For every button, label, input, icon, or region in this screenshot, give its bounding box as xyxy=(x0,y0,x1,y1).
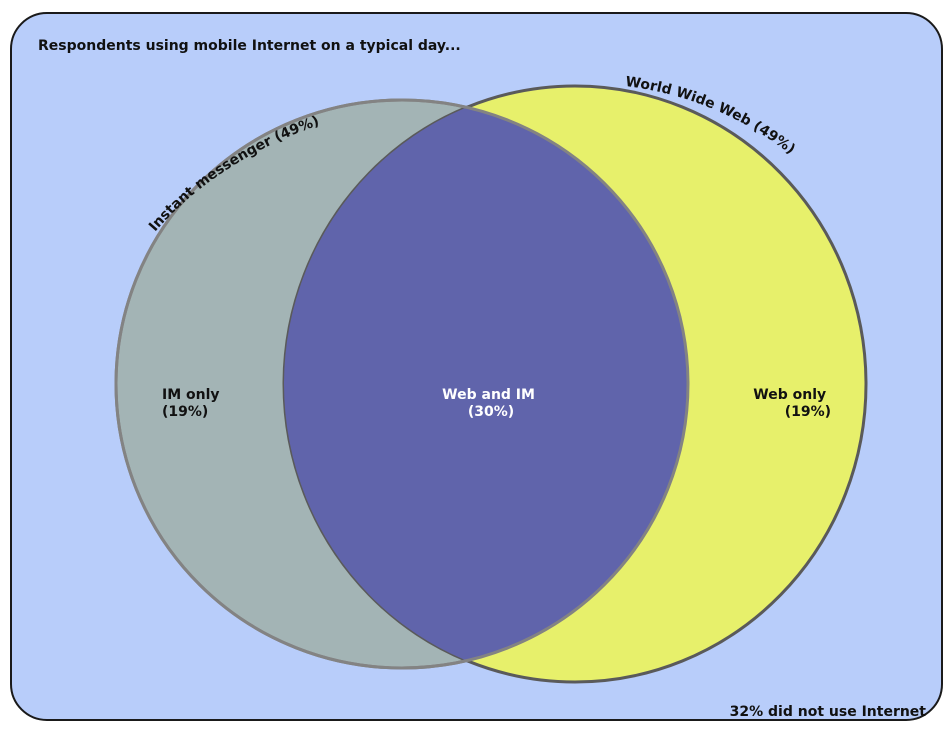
web-only-label: Web only (19%) xyxy=(753,387,831,420)
footnote: 32% did not use Internet xyxy=(730,704,927,720)
im-circle-outline xyxy=(114,98,690,670)
overlap-label: Web and IM (30%) xyxy=(442,387,540,420)
im-only-label: IM only (19%) xyxy=(162,387,224,420)
diagram-title: Respondents using mobile Internet on a t… xyxy=(38,38,461,54)
overlap-region xyxy=(284,100,688,668)
